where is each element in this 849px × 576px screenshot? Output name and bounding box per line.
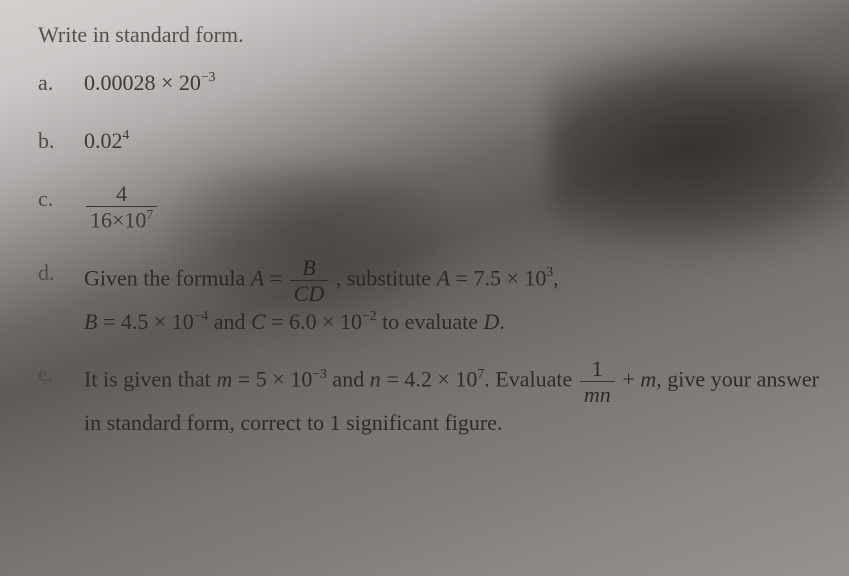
expr-a-sup: −3: [201, 69, 216, 84]
e-fraction: 1mn: [580, 357, 615, 406]
e-frac-num: 1: [580, 357, 615, 381]
content-e: It is given that m = 5 × 10−3 and n = 4.…: [84, 357, 819, 440]
d-sub1-sup: 3: [546, 264, 553, 279]
e-t3: . Evaluate: [484, 367, 578, 392]
d-frac-num: B: [290, 256, 329, 280]
d-sub1-lhs: A: [437, 265, 450, 290]
question-d: d. Given the formula A = BCD , substitut…: [38, 256, 819, 339]
e-frac-den: mn: [580, 381, 615, 406]
question-e: e. It is given that m = 5 × 10−3 and n =…: [38, 357, 819, 440]
question-a: a. 0.00028 × 20−3: [38, 66, 819, 100]
e-neq: = 4.2 × 10: [381, 367, 478, 392]
d-t2: , substitute: [330, 265, 436, 290]
label-d: d.: [38, 256, 84, 290]
d-sub3-lhs: C: [251, 309, 266, 334]
d-t1: Given the formula: [84, 265, 251, 290]
d-frac-den: CD: [290, 280, 329, 305]
label-c: c.: [38, 182, 84, 216]
content-d: Given the formula A = BCD , substitute A…: [84, 256, 819, 339]
fraction-c: 4 16×107: [86, 182, 157, 232]
d-t5: to evaluate: [377, 309, 484, 334]
expr-b-sup: 4: [123, 127, 130, 142]
d-D: D: [483, 309, 499, 334]
label-b: b.: [38, 124, 84, 158]
label-e: e.: [38, 357, 84, 391]
heading: Write in standard form.: [38, 22, 819, 48]
e-t1: It is given that: [84, 367, 216, 392]
d-t6: .: [499, 309, 505, 334]
content-c: 4 16×107: [84, 182, 819, 232]
question-b: b. 0.024: [38, 124, 819, 158]
e-t4: +: [617, 367, 641, 392]
content-b: 0.024: [84, 124, 819, 158]
e-m2: m: [640, 367, 656, 392]
page: Write in standard form. a. 0.00028 × 20−…: [0, 0, 849, 468]
fraction-c-den-base: 16×10: [90, 208, 146, 233]
e-meq: = 5 × 10: [232, 367, 312, 392]
e-t2: and: [327, 367, 370, 392]
content-a: 0.00028 × 20−3: [84, 66, 819, 100]
fraction-c-den-sup: 7: [146, 207, 153, 222]
d-sub2-sup: −4: [194, 308, 209, 323]
e-nsup: 7: [477, 366, 484, 381]
d-t4: and: [208, 309, 251, 334]
d-eq: =: [264, 265, 287, 290]
e-msup: −3: [312, 366, 327, 381]
fraction-c-den: 16×107: [86, 206, 157, 231]
d-t3: ,: [553, 265, 559, 290]
e-m: m: [216, 367, 232, 392]
label-a: a.: [38, 66, 84, 100]
e-n: n: [370, 367, 381, 392]
d-sub3-sup: −2: [362, 308, 377, 323]
d-sub3-eq: = 6.0 × 10: [266, 309, 362, 334]
d-A: A: [251, 265, 264, 290]
d-fraction: BCD: [290, 256, 329, 305]
expr-a-base: 0.00028 × 20: [84, 70, 201, 95]
d-sub1-eq: = 7.5 × 10: [450, 265, 546, 290]
question-c: c. 4 16×107: [38, 182, 819, 232]
fraction-c-num: 4: [86, 182, 157, 206]
d-sub2-lhs: B: [84, 309, 97, 334]
expr-b-base: 0.02: [84, 128, 123, 153]
d-sub2-eq: = 4.5 × 10: [97, 309, 193, 334]
